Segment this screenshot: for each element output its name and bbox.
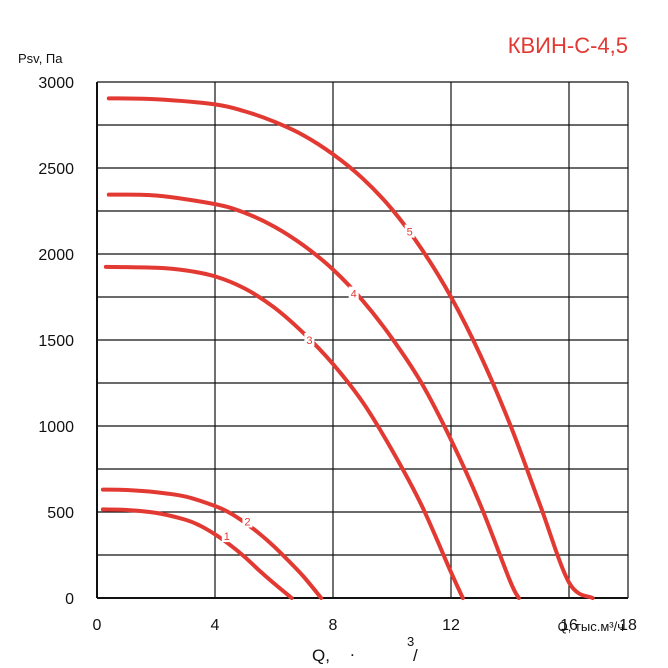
y-tick-label: 2000	[38, 247, 74, 264]
curve-label-bg	[348, 286, 359, 300]
x-tick-label: 18	[619, 617, 637, 634]
y-tick-label: 3000	[38, 75, 74, 92]
curve-label-1: 1	[224, 531, 230, 543]
x-tick-labels: 0 4 8 12 16 18	[93, 617, 637, 634]
y-tick-label: 2500	[38, 161, 74, 178]
bottom-caption-dot: .	[350, 641, 355, 660]
y-axis-label: Psv, Па	[18, 51, 63, 66]
curve-label-5: 5	[407, 227, 413, 239]
x-tick-label: 12	[442, 617, 460, 634]
x-tick-label: 0	[93, 617, 102, 634]
x-tick-label: 8	[329, 617, 338, 634]
curve-label-bg	[304, 333, 315, 346]
x-axis-label: Q, тыс.м³/ч	[558, 619, 624, 634]
bottom-caption-q: Q,	[312, 646, 330, 665]
y-tick-label: 1000	[38, 419, 74, 436]
curve-label-bg	[221, 529, 232, 543]
curve-4	[106, 192, 521, 600]
x-tick-label: 4	[211, 617, 220, 634]
curve-label-bg	[242, 514, 253, 528]
curve-label-4: 4	[351, 289, 357, 301]
bottom-caption-slash: /	[413, 646, 418, 665]
curve-label-bg	[404, 224, 415, 238]
curve-label-2: 2	[244, 516, 250, 528]
x-tick-label: 16	[560, 617, 578, 634]
curves	[100, 96, 595, 600]
curve-3	[103, 264, 465, 600]
curve-label-3: 3	[306, 335, 312, 347]
grid	[96, 81, 629, 599]
bottom-caption-sup: 3	[407, 634, 414, 649]
curve-5	[106, 96, 595, 600]
bottom-caption: Q, . 3 /	[312, 634, 418, 665]
y-tick-label: 500	[47, 505, 74, 522]
curve-labels: 1 2 3 4 5	[221, 224, 415, 543]
chart-title: КВИН-С-4,5	[508, 33, 628, 58]
curve-1	[100, 507, 294, 600]
y-tick-label: 0	[65, 591, 74, 608]
curve-2	[100, 487, 324, 600]
y-tick-labels: 0 500 1000 1500 2000 2500 3000	[38, 75, 74, 608]
y-tick-label: 1500	[38, 333, 74, 350]
